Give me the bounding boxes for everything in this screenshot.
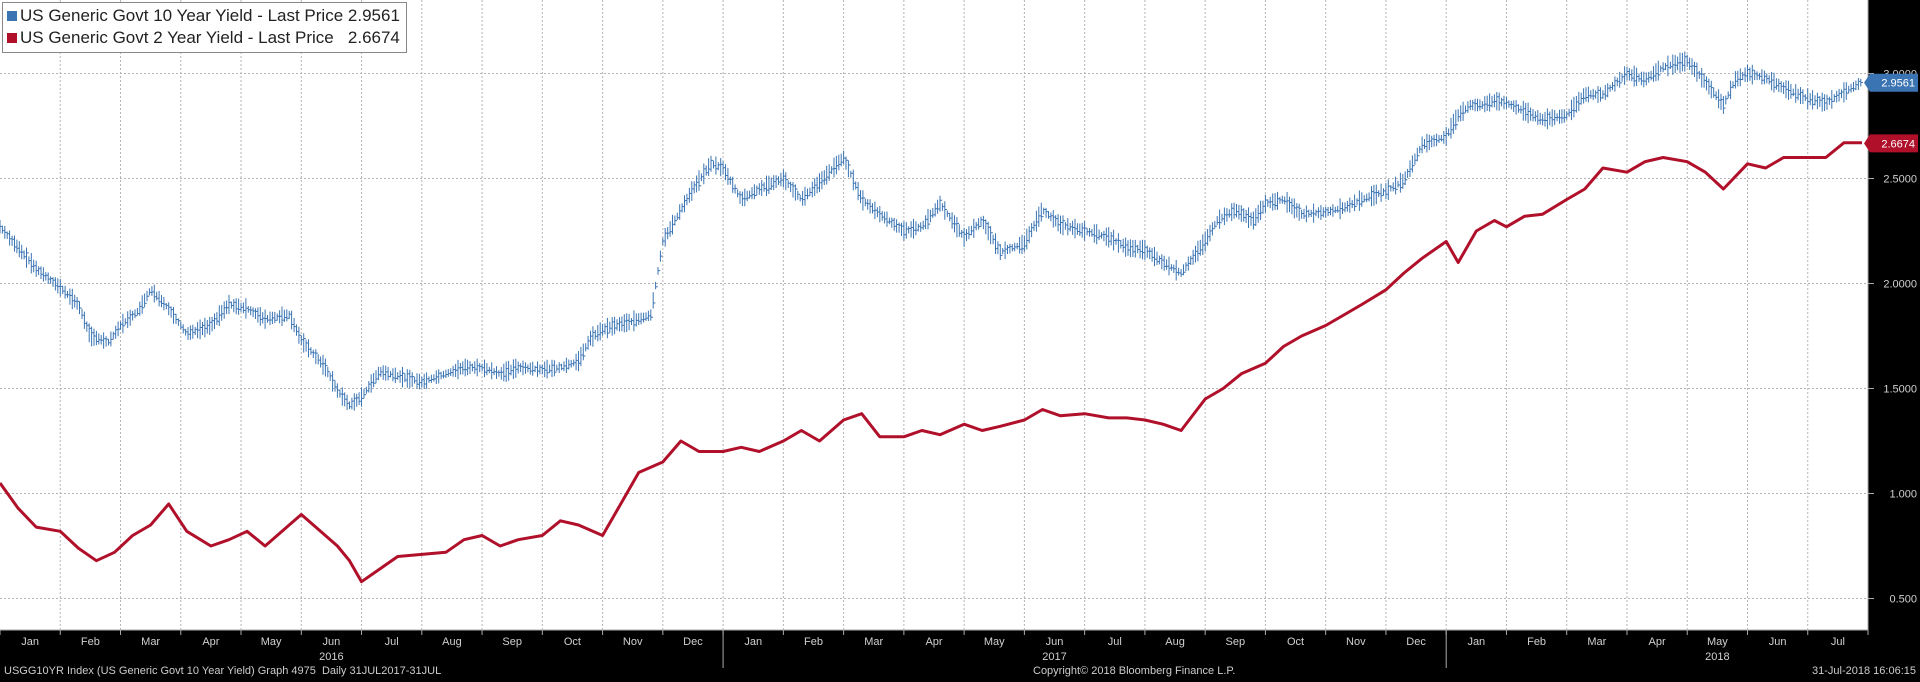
footer-index-info: USGG10YR Index (US Generic Govt 10 Year … xyxy=(4,665,442,677)
legend-item-2y: US Generic Govt 2 Year Yield - Last Pric… xyxy=(7,27,400,49)
x-tick-label: Aug xyxy=(442,636,462,648)
x-tick-label: May xyxy=(261,636,282,648)
last-price-tag-2y xyxy=(1864,134,1918,153)
x-tick-label: Jul xyxy=(385,636,399,648)
x-tick-label: Apr xyxy=(202,636,219,648)
x-tick-label: Apr xyxy=(925,636,942,648)
last-price-labels: 2.9561 2.6674 xyxy=(1864,73,1918,153)
bottom-axis-background xyxy=(0,630,1868,682)
x-tick-label: Feb xyxy=(1527,636,1546,648)
footer-copyright: Copyright© 2018 Bloomberg Finance L.P. xyxy=(1033,665,1236,677)
x-year-label: 2018 xyxy=(1705,651,1729,663)
legend-label-10y: US Generic Govt 10 Year Yield - Last Pri… xyxy=(20,6,344,25)
y-tick-label: 1.5000 xyxy=(1883,384,1917,396)
gridlines xyxy=(0,0,1868,630)
x-tick-label: Mar xyxy=(864,636,883,648)
last-price-label-10y: 2.9561 xyxy=(1881,78,1915,90)
x-tick-label: Aug xyxy=(1165,636,1185,648)
x-tick-label: Feb xyxy=(81,636,100,648)
x-tick-label: Jun xyxy=(1046,636,1064,648)
x-tick-label: Jun xyxy=(323,636,341,648)
y-tick-label: 2.0000 xyxy=(1883,279,1917,291)
x-tick-label: Jan xyxy=(1467,636,1485,648)
x-tick-label: Mar xyxy=(1587,636,1606,648)
x-year-label: 2017 xyxy=(1042,651,1066,663)
series-layer xyxy=(0,51,1863,584)
x-tick-label: Dec xyxy=(683,636,703,648)
x-year-label: 2016 xyxy=(319,651,343,663)
x-tick-label: Sep xyxy=(502,636,522,648)
x-tick-label: May xyxy=(1707,636,1728,648)
legend: US Generic Govt 10 Year Yield - Last Pri… xyxy=(2,2,407,53)
x-tick-label: Oct xyxy=(1287,636,1304,648)
x-tick-label: Jan xyxy=(744,636,762,648)
series-2y-line xyxy=(0,141,1862,584)
x-tick-label: Nov xyxy=(1346,636,1366,648)
x-tick-label: Oct xyxy=(564,636,581,648)
legend-item-10y: US Generic Govt 10 Year Yield - Last Pri… xyxy=(7,5,400,27)
x-tick-label: Jul xyxy=(1831,636,1845,648)
legend-label-2y: US Generic Govt 2 Year Yield - Last Pric… xyxy=(20,28,334,47)
x-tick-label: Feb xyxy=(804,636,823,648)
x-tick-label: Jul xyxy=(1108,636,1122,648)
right-axis-background xyxy=(1868,0,1920,630)
x-tick-label: Mar xyxy=(141,636,160,648)
legend-value-2y: 2.6674 xyxy=(347,28,400,47)
x-tick-label: Jun xyxy=(1769,636,1787,648)
legend-value-10y: 2.9561 xyxy=(347,6,400,25)
plot-background xyxy=(0,0,1868,630)
y-tick-label: 0.500 xyxy=(1889,594,1917,606)
x-tick-label: Dec xyxy=(1406,636,1426,648)
x-axis: Jan Feb Mar Apr May Jun Jul Aug Sep Oct Nov Dec Jan F… xyxy=(0,629,1869,668)
y-tick-label: 2.5000 xyxy=(1883,174,1917,186)
x-tick-label: Sep xyxy=(1226,636,1246,648)
footer-timestamp: 31-Jul-2018 16:06:15 xyxy=(1812,665,1916,677)
legend-swatch-10y xyxy=(7,11,17,21)
x-tick-label: Apr xyxy=(1649,636,1666,648)
last-price-tag-10y xyxy=(1864,73,1918,92)
x-tick-label: Jan xyxy=(21,636,39,648)
x-tick-label: May xyxy=(984,636,1005,648)
last-price-label-2y: 2.6674 xyxy=(1881,138,1915,150)
legend-swatch-2y xyxy=(7,33,17,43)
x-tick-label: Nov xyxy=(623,636,643,648)
y-tick-label: 1.000 xyxy=(1889,489,1917,501)
series-10y-bars xyxy=(0,51,1863,411)
